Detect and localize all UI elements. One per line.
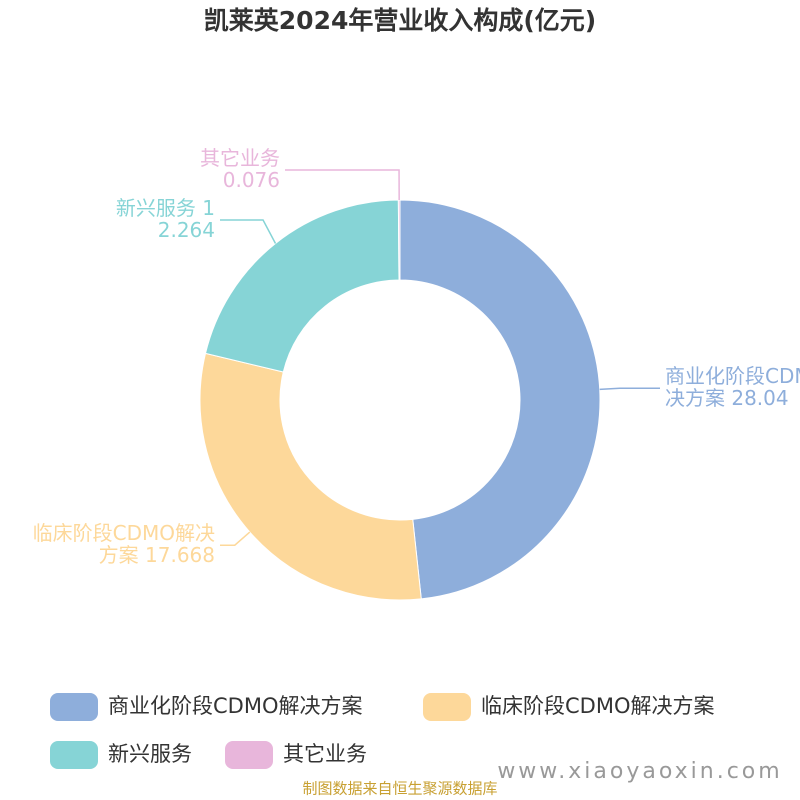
slice-value: 28.04 [731,386,789,411]
slice-label-text: 商业化阶段CDMO解决方案 28.04 [665,365,800,409]
donut-slice [397,199,401,281]
slice-label-text: 临床阶段CDMO解决方案 17.668 [25,522,215,566]
slice-name: 商业化阶段CDMO解决方案 [665,365,800,411]
watermark: www.xiaoyaoxin.com [497,759,782,784]
slice-value: 0.076 [222,168,280,192]
slice-label: 新兴服务 12.264 [115,197,215,241]
donut-slice [199,352,422,601]
donut-slice [204,199,400,373]
donut-slice [399,199,601,600]
slice-value: 17.668 [145,543,215,568]
legend-label: 商业化阶段CDMO解决方案 [108,694,362,718]
legend-swatch [50,693,98,721]
slice-name: 新兴服务 [115,197,196,220]
slice-label-text: 新兴服务 12.264 [115,197,215,241]
slice-name: 其它业务 [200,147,280,170]
slice-label: 商业化阶段CDMO解决方案 28.04 [665,365,800,409]
legend-swatch [423,693,471,721]
slice-value: 12.264 [157,197,215,242]
legend-label: 临床阶段CDMO解决方案 [481,694,714,718]
slice-name: 临床阶段CDMO解决方案 [32,522,215,568]
legend-swatch [50,741,98,769]
leader-line [220,219,277,244]
chart-title: 凯莱英2024年营业收入构成(亿元) [204,6,596,35]
legend-label: 其它业务 [283,742,367,766]
leader-line [285,169,400,201]
legend-label: 新兴服务 [108,742,192,766]
source: 制图数据来自恒生聚源数据库 [302,780,497,798]
leader-line [599,387,660,391]
leader-line [220,531,251,546]
slice-label: 临床阶段CDMO解决方案 17.668 [25,522,215,566]
slice-label: 其它业务 0.076 [180,147,280,191]
legend-swatch [225,741,273,769]
slice-label-text: 其它业务 0.076 [180,147,280,191]
